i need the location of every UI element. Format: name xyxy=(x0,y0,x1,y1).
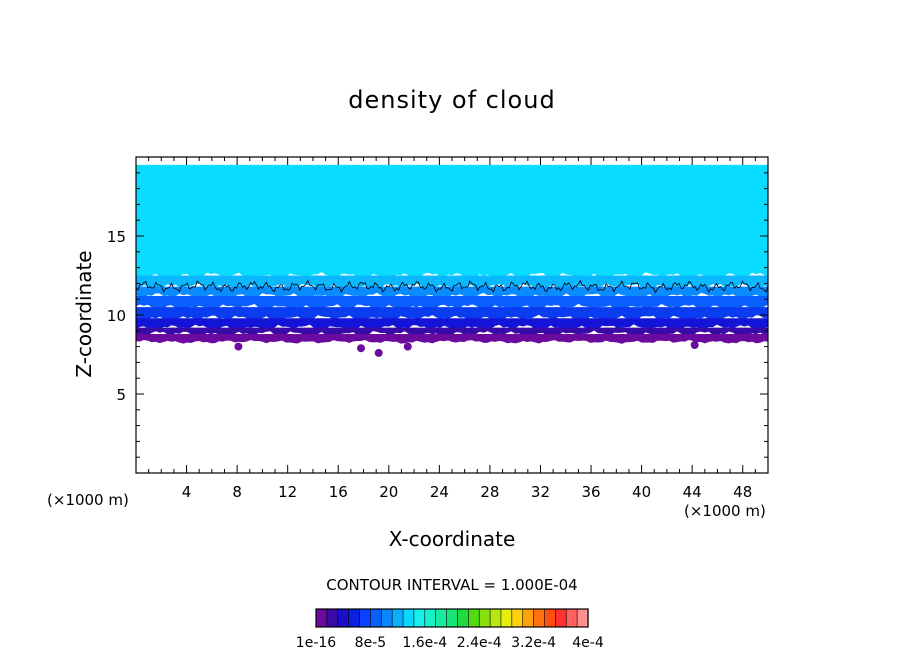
x-unit-label-right: (×1000 m) xyxy=(684,502,766,520)
colorbar-tick-label: 2.4e-4 xyxy=(457,635,502,651)
cloud-base-drip-3 xyxy=(357,344,365,353)
cloud-base-drip-1 xyxy=(234,342,243,351)
colorbar-swatch xyxy=(489,608,502,628)
x-tick-label: 36 xyxy=(581,483,600,501)
colorbar-swatch xyxy=(380,608,393,628)
colorbar-swatch xyxy=(565,608,578,628)
cloud-base-drip-4 xyxy=(403,342,412,351)
colorbar-tick-label: 1.6e-4 xyxy=(402,635,447,651)
colorbar-swatch xyxy=(478,608,491,628)
colorbar-swatch xyxy=(391,608,404,628)
colorbar-swatch xyxy=(468,608,480,628)
x-tick-label: 32 xyxy=(531,483,550,501)
chart-title: density of cloud xyxy=(348,86,556,114)
density-layer-7 xyxy=(136,334,768,344)
x-tick-label: 48 xyxy=(733,483,752,501)
x-tick-label: 28 xyxy=(480,483,499,501)
colorbar-swatch xyxy=(511,608,524,628)
x-tick-label: 12 xyxy=(278,483,297,501)
colorbar-swatch xyxy=(424,608,437,628)
colorbar-swatch xyxy=(446,608,459,628)
colorbar-tick-label: 8e-5 xyxy=(355,635,386,651)
colorbar-swatch xyxy=(413,608,426,628)
colorbar-tick-label: 4e-4 xyxy=(572,635,604,651)
colorbar-swatch xyxy=(544,608,556,628)
colorbar-swatch xyxy=(315,608,328,628)
colorbar-tick-label: 1e-16 xyxy=(296,635,336,651)
density-layer-4 xyxy=(136,307,768,322)
x-axis-label: X-coordinate xyxy=(388,527,516,551)
density-layer-1 xyxy=(136,275,768,290)
y-tick-label: 15 xyxy=(107,228,126,246)
cloud-base-drip-0 xyxy=(374,348,383,357)
cloud-base-drip-2 xyxy=(690,341,699,349)
colorbar-swatch xyxy=(435,608,448,628)
colorbar-swatch xyxy=(457,608,469,628)
x-tick-label: 4 xyxy=(182,483,192,501)
colorbar-swatch xyxy=(326,608,339,628)
y-axis-label: Z-coordinate xyxy=(72,250,96,378)
x-tick-label: 20 xyxy=(379,483,398,501)
colorbar-swatch xyxy=(500,608,513,628)
colorbar-swatch xyxy=(348,608,361,628)
colorbar-swatch xyxy=(337,608,350,628)
colorbar-swatch xyxy=(522,608,535,628)
x-tick-label: 8 xyxy=(232,483,242,501)
y-tick-label: 5 xyxy=(116,386,126,404)
density-layer-0 xyxy=(136,164,768,279)
colorbar-swatch xyxy=(576,608,589,628)
contour-line xyxy=(135,279,769,294)
contour-interval-label: CONTOUR INTERVAL = 1.000E-04 xyxy=(326,576,578,594)
colorbar-swatch xyxy=(533,608,546,628)
x-unit-label-left: (×1000 m) xyxy=(47,491,129,509)
y-tick-label: 10 xyxy=(107,307,126,325)
x-tick-label: 16 xyxy=(329,483,348,501)
colorbar-swatch xyxy=(402,608,415,628)
colorbar-swatch xyxy=(359,608,371,628)
colorbar-swatch xyxy=(555,608,567,628)
x-tick-label: 24 xyxy=(430,483,449,501)
x-tick-label: 40 xyxy=(632,483,651,501)
colorbar-frame xyxy=(315,608,589,628)
colorbar-tick-label: 3.2e-4 xyxy=(511,635,556,651)
colorbar-swatch xyxy=(370,608,382,628)
x-tick-label: 44 xyxy=(683,483,702,501)
density-layer-3 xyxy=(136,296,768,311)
